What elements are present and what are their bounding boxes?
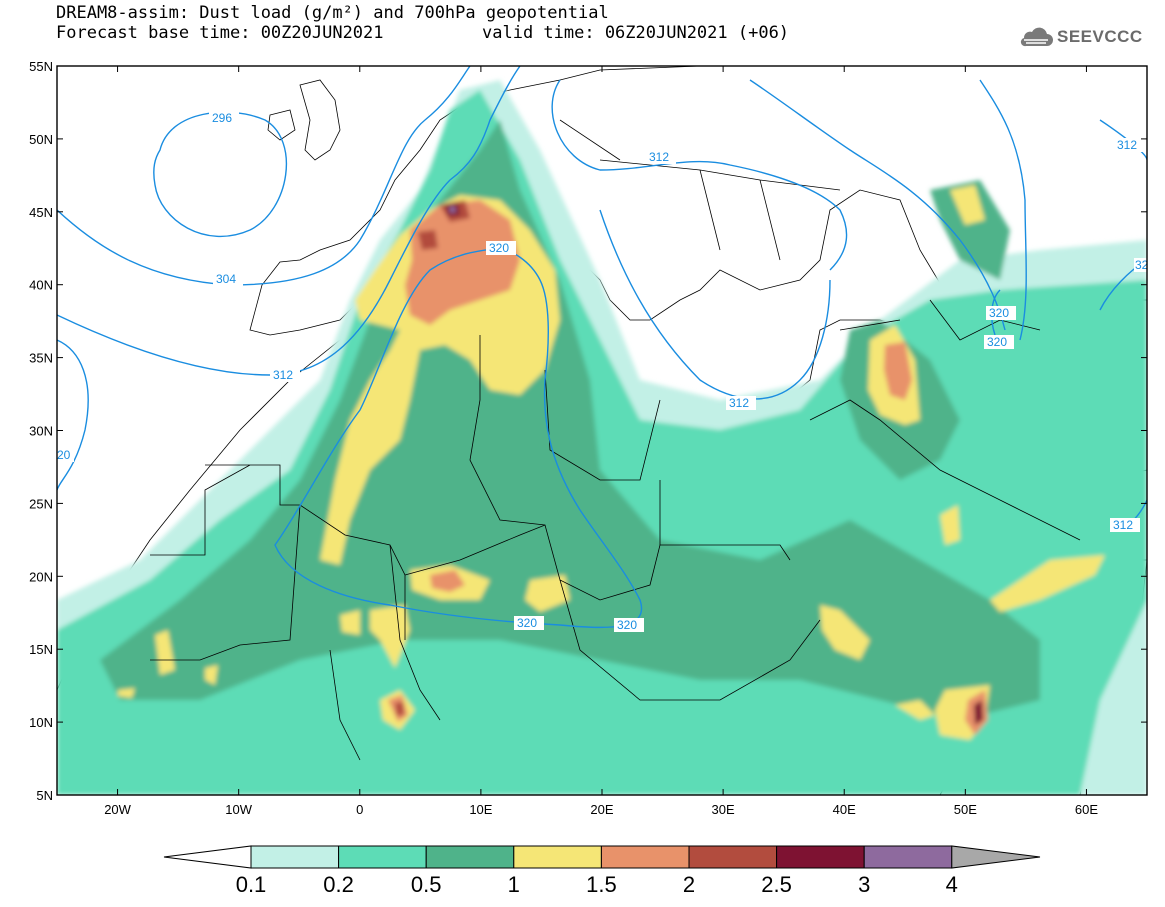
lon-label: 10W: [225, 802, 252, 817]
colorbar-under-arrow: [163, 845, 252, 869]
lon-label: 0: [356, 802, 363, 817]
lat-label: 5N: [36, 788, 53, 803]
map-plot-area: 296 304 312 320 20 312 320 320 312 320 3…: [57, 66, 1155, 795]
colorbar-tick-label: 2.5: [761, 872, 792, 897]
colorbar-bin: [513, 845, 602, 869]
geopotential-contours: [57, 66, 1147, 629]
lon-label: 60E: [1075, 802, 1098, 817]
colorbar-tick-label: 2: [683, 872, 695, 897]
colorbar-tick-label: 4: [946, 872, 958, 897]
contour-labels: 296 304 312 320 20 312 320 320 312 320 3…: [57, 111, 1155, 632]
lat-label: 45N: [29, 205, 53, 220]
contour-label: 312: [729, 396, 749, 410]
lon-label: 20W: [104, 802, 131, 817]
colorbar-bin: [250, 845, 340, 869]
colorbar-bin: [776, 845, 865, 869]
lon-label: 40E: [833, 802, 856, 817]
colorbar-tick-label: 0.5: [411, 872, 442, 897]
colorbar-bin: [338, 845, 427, 869]
contour-label: 312: [1113, 518, 1133, 532]
contour-label: 304: [216, 272, 236, 286]
contour-label: 320: [517, 616, 537, 630]
lat-label: 30N: [29, 424, 53, 439]
contour-label: 320: [1135, 258, 1155, 272]
forecast-base-time: Forecast base time: 00Z20JUN2021: [56, 23, 384, 43]
lat-label: 10N: [29, 715, 53, 730]
contour-label: 312: [649, 150, 669, 164]
contour-label: 312: [1117, 138, 1137, 152]
contour-label: 320: [489, 241, 509, 255]
country-borders: [150, 119, 1081, 761]
colorbar-tick-label: 0.2: [323, 872, 354, 897]
contour-label: 312: [273, 368, 293, 382]
longitude-axis: 20W 10W 0 10E 20E 30E 40E 50E 60E: [104, 66, 1098, 817]
lat-label: 35N: [29, 351, 53, 366]
contour-label: 320: [617, 618, 637, 632]
colorbar-bin: [688, 845, 778, 869]
contour-label: 296: [212, 111, 232, 125]
colorbar-bin: [600, 845, 690, 869]
latitude-axis: 55N 50N 45N 40N 35N 30N 25N 20N 15N 10N 5N: [29, 59, 1147, 803]
map-title: DREAM8-assim: Dust load (g/m²) and 700hP…: [56, 3, 609, 23]
lon-label: 30E: [712, 802, 735, 817]
colorbar-tick-label: 3: [858, 872, 870, 897]
cloud-icon: [1020, 27, 1053, 47]
valid-time: valid time: 06Z20JUN2021 (+06): [482, 23, 790, 43]
colorbar-bin: [425, 845, 515, 869]
colorbar-bin: [863, 845, 953, 869]
dust-shading: [57, 80, 1147, 795]
lat-label: 20N: [29, 569, 53, 584]
lat-label: 50N: [29, 132, 53, 147]
colorbar-legend: 0.1 0.2 0.5 1 1.5 2 2.5 3 4: [163, 845, 1041, 897]
colorbar-tick-label: 0.1: [236, 872, 267, 897]
lon-label: 50E: [954, 802, 977, 817]
logo-text: SEEVCCC: [1057, 27, 1143, 46]
contour-label: 20: [57, 448, 71, 462]
colorbar-tick-label: 1.5: [586, 872, 617, 897]
lat-label: 55N: [29, 59, 53, 74]
lat-label: 25N: [29, 496, 53, 511]
colorbar-over-arrow: [951, 845, 1041, 869]
lat-label: 15N: [29, 642, 53, 657]
lon-label: 20E: [590, 802, 613, 817]
contour-label: 320: [987, 335, 1007, 349]
contour-label: 320: [989, 306, 1009, 320]
lat-label: 40N: [29, 278, 53, 293]
colorbar-tick-label: 1: [508, 872, 520, 897]
seevccc-logo: SEEVCCC: [1018, 26, 1143, 48]
lon-label: 10E: [469, 802, 492, 817]
